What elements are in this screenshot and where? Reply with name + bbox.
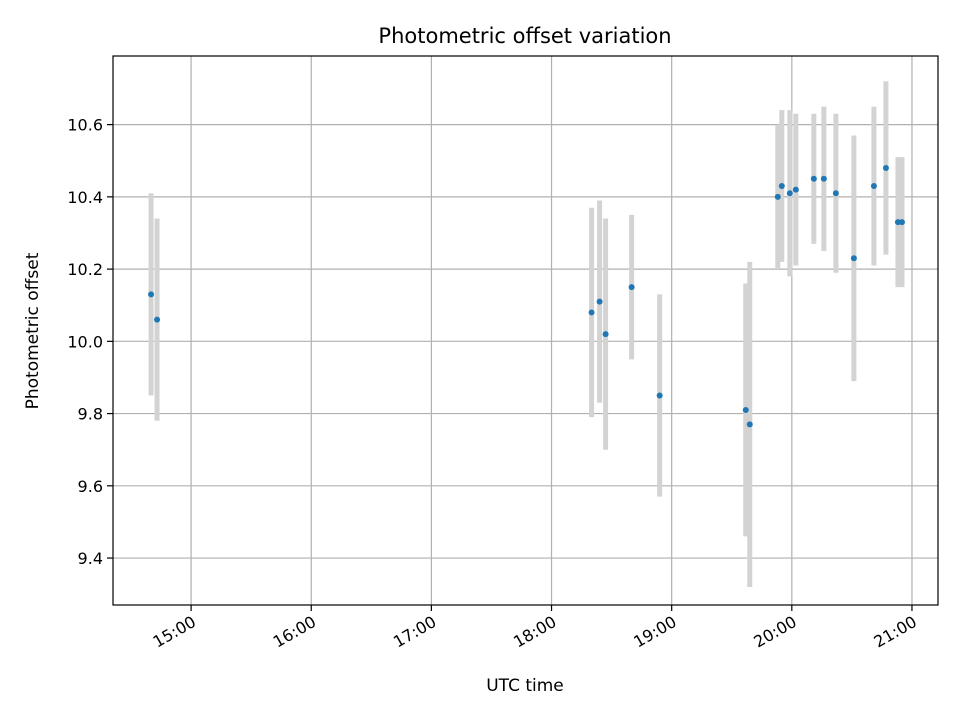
data-point [820,175,827,182]
data-point [148,291,155,298]
x-axis-label: UTC time [486,676,564,696]
data-point [810,175,817,182]
data-point [588,309,595,316]
y-tick-label: 9.4 [78,549,103,568]
data-point [786,190,793,197]
plot-frame [112,55,939,606]
data-point [746,421,753,428]
data-point [774,193,781,200]
data-point [742,406,749,413]
y-axis-ticks: 9.4 9.6 9.8 10.0 10.2 10.4 10.6 [67,116,113,568]
data-point [778,183,785,190]
data-point [602,331,609,338]
data-points [148,164,905,428]
data-point [792,186,799,193]
data-point [628,284,635,291]
y-tick-label: 9.8 [78,405,103,424]
data-point [882,164,889,171]
y-tick-label: 10.6 [67,116,103,135]
data-point [656,392,663,399]
data-point [850,255,857,262]
data-point [870,183,877,190]
y-axis-label: Photometric offset [23,252,43,409]
data-point [596,298,603,305]
y-tick-label: 10.4 [67,188,103,207]
data-point [154,316,161,323]
y-tick-label: 10.0 [67,332,103,351]
y-tick-label: 9.6 [78,477,103,496]
chart-title: Photometric offset variation [378,24,671,48]
data-point [832,190,839,197]
data-point [898,219,905,226]
y-tick-label: 10.2 [67,260,103,279]
